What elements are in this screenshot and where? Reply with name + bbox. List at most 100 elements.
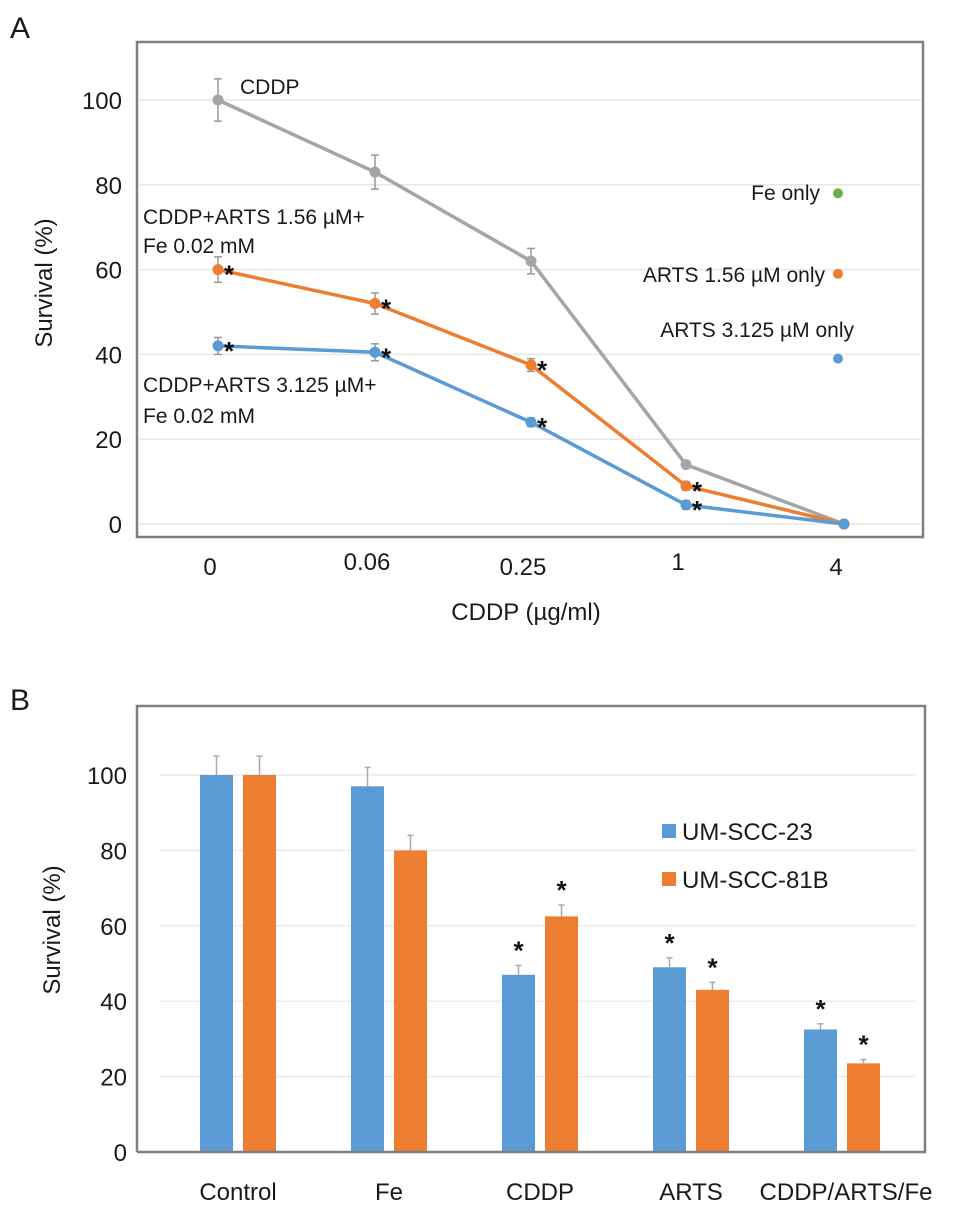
y-tick-label: 40 <box>95 342 122 369</box>
data-point <box>369 298 381 310</box>
bar <box>351 786 384 1152</box>
annotation-blue-line2: Fe 0.02 mM <box>143 405 255 428</box>
series-line <box>217 98 845 526</box>
bar <box>243 775 276 1152</box>
x-tick-label: Fe <box>375 1179 403 1206</box>
series-2: * *** <box>212 336 850 530</box>
significance-star: * <box>692 476 703 506</box>
panel-b-y-ticks: 0 20 40 60 80 100 <box>87 763 127 1167</box>
significance-star: * <box>537 355 548 385</box>
y-tick-label: 80 <box>100 838 127 865</box>
data-point <box>369 166 381 178</box>
y-tick-label: 0 <box>109 512 122 539</box>
panel-a-plot-frame <box>135 40 925 539</box>
y-tick-label: 100 <box>87 763 127 790</box>
bar-group: * <box>502 935 535 1152</box>
bar <box>696 989 729 1152</box>
legend-swatch-um-scc-23 <box>662 824 676 838</box>
y-tick-label: 20 <box>100 1065 127 1092</box>
data-point <box>680 459 692 471</box>
panel-a-x-axis-title: CDDP (µg/ml) <box>451 599 600 626</box>
bar-group <box>351 766 384 1152</box>
significance-star: * <box>537 412 548 442</box>
x-tick-label: 1 <box>671 549 684 576</box>
single-point <box>833 353 843 364</box>
significance-star: * <box>664 928 675 958</box>
data-point <box>212 264 224 276</box>
bar-group: * <box>847 1030 880 1152</box>
data-point <box>525 359 537 371</box>
significance-star: * <box>224 336 235 366</box>
panel-a-y-ticks: 0 20 40 60 80 100 <box>82 88 122 539</box>
panel-a-x-ticks: 0 0.06 0.25 1 4 <box>203 549 842 581</box>
x-tick-label: 0.25 <box>500 554 547 581</box>
bar-group <box>200 755 233 1152</box>
series-1: **** <box>212 256 850 530</box>
significance-star: * <box>381 342 392 372</box>
legend-swatch-um-scc-81b <box>662 872 676 886</box>
bar-group: * <box>653 928 686 1152</box>
data-point <box>680 499 692 511</box>
annotation-orange-line2: Fe 0.02 mM <box>143 235 255 258</box>
bar-group: * <box>696 952 729 1152</box>
data-point <box>212 94 224 106</box>
series-line <box>217 344 845 526</box>
bar-group: * <box>804 994 837 1152</box>
x-tick-label: 0 <box>203 554 216 581</box>
annotation-fe-only: Fe only <box>751 182 820 205</box>
x-tick-label: 4 <box>829 554 842 581</box>
panel-a-gridlines <box>139 99 921 525</box>
panel-b-bars: * * * * * * <box>200 755 880 1152</box>
panel-b-x-ticks: Control Fe CDDP ARTS CDDP/ARTS/Fe <box>199 1179 932 1206</box>
y-tick-label: 100 <box>82 88 122 115</box>
single-point <box>833 188 843 199</box>
annotation-orange-line1: CDDP+ARTS 1.56 µM+ <box>143 206 365 229</box>
significance-star: * <box>858 1030 869 1060</box>
significance-star: * <box>513 935 524 965</box>
y-tick-label: 60 <box>100 914 127 941</box>
panel-a-single-points <box>833 188 843 364</box>
bar <box>545 916 578 1152</box>
panel-b-gridlines <box>160 774 915 1078</box>
significance-star: * <box>815 994 826 1024</box>
bar-group: * <box>545 875 578 1152</box>
significance-star: * <box>707 952 718 982</box>
panel-b-plot-frame <box>135 704 927 1154</box>
bar <box>804 1029 837 1152</box>
x-tick-label: Control <box>199 1179 276 1206</box>
bar-group <box>394 834 427 1152</box>
x-tick-label: ARTS <box>659 1179 723 1206</box>
data-point <box>525 255 537 267</box>
annotation-arts3125-only: ARTS 3.125 µM only <box>660 319 854 342</box>
data-point <box>369 346 381 358</box>
y-tick-label: 80 <box>95 173 122 200</box>
significance-star: * <box>381 294 392 324</box>
panel-a-label: A <box>10 12 30 45</box>
legend-label-um-scc-23: UM-SCC-23 <box>682 819 813 846</box>
x-tick-label: CDDP <box>506 1179 574 1206</box>
panel-b-label: B <box>10 684 30 717</box>
data-point <box>212 340 224 352</box>
y-tick-label: 0 <box>114 1140 127 1167</box>
panel-b-y-axis-title: Survival (%) <box>39 865 66 994</box>
panel-a-y-axis-title: Survival (%) <box>31 218 58 347</box>
y-tick-label: 20 <box>95 427 122 454</box>
y-tick-label: 40 <box>100 989 127 1016</box>
bar-group <box>243 755 276 1152</box>
annotation-blue-line1: CDDP+ARTS 3.125 µM+ <box>143 374 376 397</box>
panel-b-legend: UM-SCC-23 UM-SCC-81B <box>662 819 829 894</box>
significance-star: * <box>692 495 703 525</box>
bar <box>200 775 233 1152</box>
series-0 <box>212 78 850 530</box>
bar <box>502 974 535 1152</box>
y-tick-label: 60 <box>95 258 122 285</box>
annotation-cddp: CDDP <box>240 76 300 99</box>
x-tick-label: CDDP/ARTS/Fe <box>760 1179 933 1206</box>
x-tick-label: 0.06 <box>344 549 391 576</box>
bar <box>394 850 427 1152</box>
legend-label-um-scc-81b: UM-SCC-81B <box>682 867 829 894</box>
significance-star: * <box>556 875 567 905</box>
data-point <box>680 480 692 492</box>
significance-star: * <box>224 260 235 290</box>
